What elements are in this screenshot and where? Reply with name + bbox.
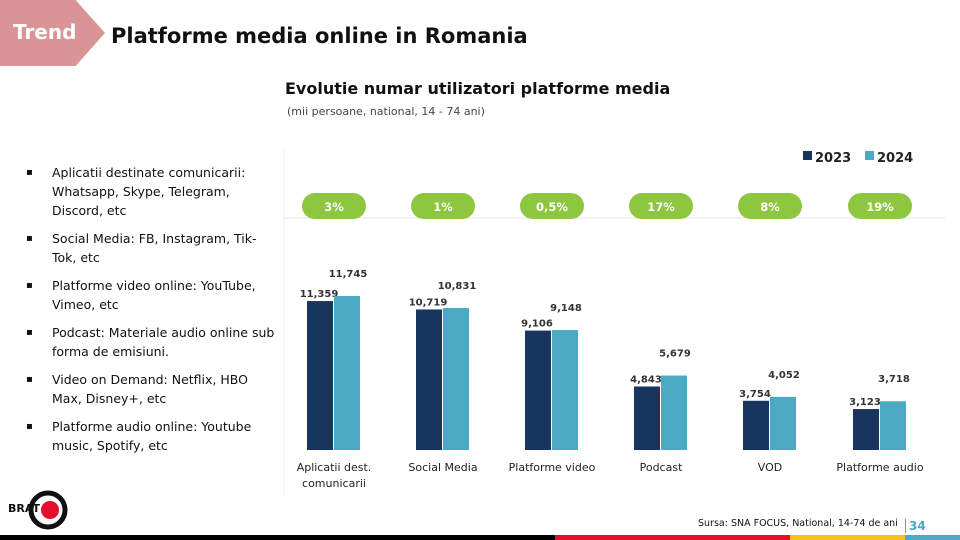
trend-label: Trend bbox=[13, 20, 77, 44]
source-note: Sursa: SNA FOCUS, National, 14-74 de ani bbox=[698, 518, 898, 529]
bar-2024 bbox=[443, 307, 469, 450]
chart-title: Evolutie numar utilizatori platforme med… bbox=[285, 79, 671, 98]
category-label: VOD bbox=[758, 461, 782, 474]
bullet-item: Platforme video online: YouTube, Vimeo, … bbox=[26, 276, 276, 314]
page-number: 34 bbox=[905, 519, 926, 533]
growth-pill bbox=[848, 193, 912, 219]
data-label-2023: 9,106 bbox=[521, 319, 553, 330]
bar-2024 bbox=[334, 296, 360, 450]
bar-2024 bbox=[880, 401, 906, 450]
data-label-2023: 3,754 bbox=[739, 389, 771, 400]
growth-label: 1% bbox=[433, 200, 453, 214]
brat-logo: BRAT bbox=[8, 490, 68, 536]
bar-2023 bbox=[853, 409, 879, 450]
bullet-list: Aplicatii destinate comunicarii: Whatsap… bbox=[26, 163, 276, 464]
data-label-2024: 3,718 bbox=[878, 374, 910, 385]
growth-label: 8% bbox=[760, 200, 780, 214]
bar-2023 bbox=[307, 301, 333, 450]
bullet-item: Social Media: FB, Instagram, Tik-Tok, et… bbox=[26, 229, 276, 267]
category-label: Podcast bbox=[640, 461, 683, 474]
data-label-2024: 4,052 bbox=[768, 370, 800, 381]
data-label-2023: 10,719 bbox=[409, 297, 448, 308]
bar-2023 bbox=[416, 309, 442, 450]
bullet-item: Platforme audio online: Youtube music, S… bbox=[26, 417, 276, 455]
bullet-item: Aplicatii destinate comunicarii: Whatsap… bbox=[26, 163, 276, 220]
data-label-2024: 9,148 bbox=[550, 303, 582, 314]
growth-label: 0,5% bbox=[536, 200, 568, 214]
growth-pill bbox=[302, 193, 366, 219]
legend-swatch-2024 bbox=[865, 151, 874, 160]
bullet-item: Podcast: Materiale audio online sub form… bbox=[26, 323, 276, 361]
growth-label: 19% bbox=[866, 200, 894, 214]
growth-pill bbox=[629, 193, 693, 219]
bar-2024 bbox=[552, 330, 578, 450]
data-label-2023: 4,843 bbox=[630, 374, 662, 385]
bar-2023 bbox=[525, 330, 551, 450]
growth-label: 17% bbox=[647, 200, 675, 214]
bullet-item: Video on Demand: Netflix, HBO Max, Disne… bbox=[26, 370, 276, 408]
data-label-2024: 5,679 bbox=[659, 349, 691, 360]
data-label-2023: 11,359 bbox=[300, 289, 339, 300]
data-label-2024: 10,831 bbox=[438, 281, 477, 292]
chart-subtitle: (mii persoane, national, 14 - 74 ani) bbox=[287, 105, 485, 118]
category-label: Platforme audio bbox=[836, 461, 923, 474]
legend-swatch-2023 bbox=[803, 151, 812, 160]
footer-bar bbox=[0, 535, 960, 540]
category-label: Platforme video bbox=[509, 461, 596, 474]
bar-2023 bbox=[634, 386, 660, 450]
legend-label-2024: 2024 bbox=[877, 151, 913, 166]
growth-pill bbox=[411, 193, 475, 219]
category-label: comunicarii bbox=[302, 477, 366, 490]
bar-2024 bbox=[661, 375, 687, 450]
data-label-2024: 11,745 bbox=[329, 269, 368, 280]
growth-label: 3% bbox=[324, 200, 344, 214]
growth-pill bbox=[520, 193, 584, 219]
category-label: Aplicatii dest. bbox=[297, 461, 372, 474]
growth-pill bbox=[738, 193, 802, 219]
bar-2023 bbox=[743, 400, 769, 450]
page-title: Platforme media online in Romania bbox=[111, 24, 528, 48]
bar-2024 bbox=[770, 396, 796, 450]
legend-label-2023: 2023 bbox=[815, 151, 851, 166]
svg-text:BRAT: BRAT bbox=[8, 502, 41, 515]
category-label: Social Media bbox=[408, 461, 477, 474]
data-label-2023: 3,123 bbox=[849, 397, 881, 408]
